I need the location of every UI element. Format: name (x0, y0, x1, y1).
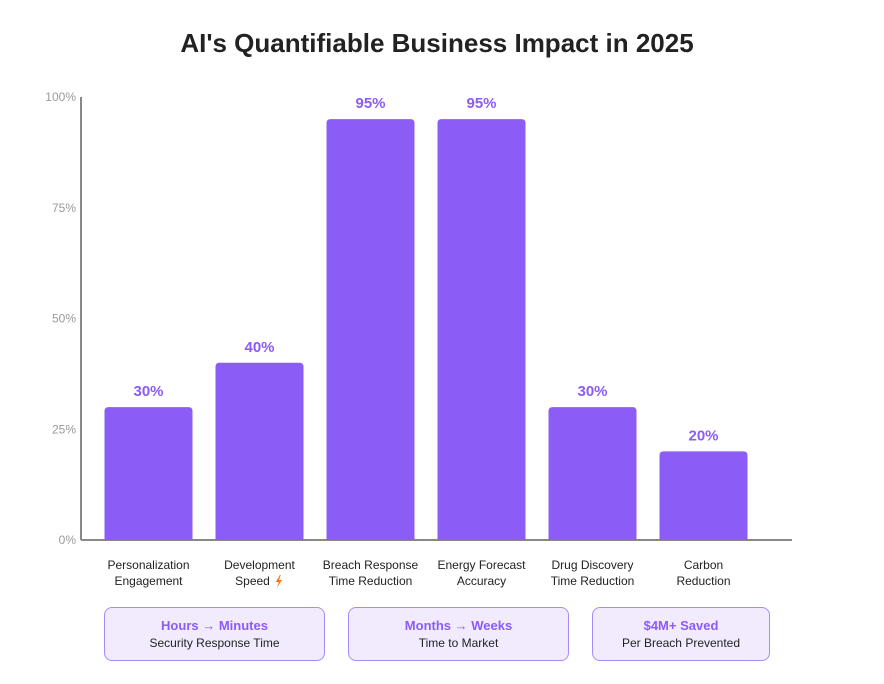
bar-value-label: 40% (244, 339, 274, 356)
bar-value-label: 95% (466, 95, 496, 112)
bar-value-label: 30% (577, 383, 607, 400)
stat-card-headline: Hours → Minutes (161, 618, 268, 633)
bar (659, 451, 748, 540)
category-label: Speed (235, 574, 270, 588)
stat-card-savings: $4M+ Saved Per Breach Prevented (592, 607, 770, 661)
category-label: Time Reduction (329, 574, 413, 588)
category-label: Time Reduction (551, 574, 635, 588)
y-tick-label: 50% (52, 312, 76, 326)
category-label: Breach Response (323, 558, 419, 572)
y-axis-ticks: 0% 25% 50% 75% 100% (45, 90, 76, 547)
category-label: Drug Discovery (551, 558, 633, 572)
bars (104, 119, 748, 541)
category-label: Energy Forecast (437, 558, 526, 572)
stat-card-security: Hours → Minutes Security Response Time (104, 607, 325, 661)
category-label: Reduction (676, 574, 730, 588)
stat-card-market: Months → Weeks Time to Market (348, 607, 569, 661)
stat-card-headline: $4M+ Saved (643, 618, 719, 633)
category-label: Personalization (107, 558, 189, 572)
stat-card-caption: Per Breach Prevented (621, 636, 741, 650)
category-label: Development (224, 558, 295, 572)
category-label: Engagement (114, 574, 183, 588)
bar (326, 119, 415, 541)
lightning-icon (275, 575, 282, 588)
y-tick-label: 75% (52, 201, 76, 215)
chart-title: AI's Quantifiable Business Impact in 202… (180, 28, 693, 58)
bar-value-label: 30% (133, 383, 163, 400)
bar-value-label: 95% (355, 95, 385, 112)
value-labels: 30% 40% 95% 95% 30% 20% (133, 95, 718, 444)
category-label: Carbon (684, 558, 723, 572)
stat-card-caption: Security Response Time (149, 636, 280, 650)
bar (215, 362, 304, 540)
bar (104, 407, 193, 540)
bar-chart: AI's Quantifiable Business Impact in 202… (45, 28, 792, 588)
y-tick-label: 0% (59, 533, 77, 547)
bar (437, 119, 526, 541)
y-tick-label: 100% (45, 90, 76, 104)
category-label: Accuracy (457, 574, 506, 588)
stat-card-caption: Time to Market (418, 636, 499, 650)
category-labels: Personalization Engagement Development Spee… (107, 558, 731, 588)
bar-value-label: 20% (688, 427, 718, 444)
y-tick-label: 25% (52, 422, 76, 436)
bar (548, 407, 637, 540)
stat-card-headline: Months → Weeks (404, 618, 513, 633)
